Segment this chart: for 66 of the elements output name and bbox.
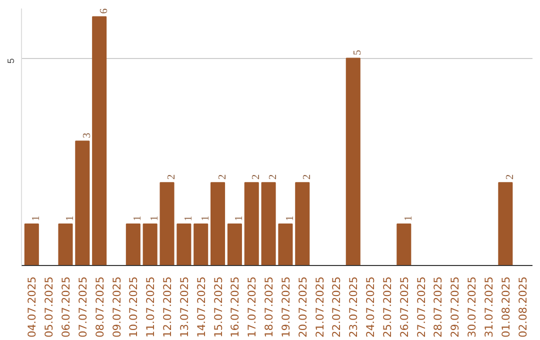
x-tick-label: 15.07.2025 (212, 276, 225, 338)
data-label: 1 (403, 216, 414, 222)
data-label: 1 (284, 216, 296, 222)
data-label: 5 (352, 50, 364, 56)
bar (210, 182, 226, 266)
x-tick-label: 31.07.2025 (482, 276, 496, 338)
x-tick-label: 10.07.2025 (127, 276, 140, 338)
data-label: 2 (217, 174, 228, 180)
x-tick-label: 22.07.2025 (330, 276, 344, 338)
data-label: 1 (132, 216, 144, 222)
bar (58, 224, 73, 266)
x-tick-label: 18.07.2025 (262, 276, 276, 338)
x-tick-label: 25.07.2025 (380, 276, 394, 338)
bar (92, 16, 107, 266)
x-tick-label: 05.07.2025 (42, 276, 56, 338)
bar (244, 182, 259, 266)
x-tick-label: 26.07.2025 (398, 276, 411, 338)
data-label: 2 (302, 174, 313, 180)
data-label: 1 (183, 216, 194, 222)
x-tick-label: 29.07.2025 (448, 276, 462, 338)
x-tick-label: 28.07.2025 (432, 276, 445, 338)
data-label: 2 (251, 174, 262, 180)
x-tick-label: 19.07.2025 (279, 276, 292, 338)
x-tick-label: 07.07.2025 (76, 276, 90, 338)
bar (75, 140, 90, 266)
x-tick-label: 08.07.2025 (93, 276, 106, 338)
bar (126, 224, 140, 266)
bar (194, 224, 208, 266)
x-tick-label: 16.07.2025 (228, 276, 242, 338)
bar (261, 182, 276, 266)
data-label: 2 (268, 174, 280, 180)
x-tick-label: 21.07.2025 (313, 276, 326, 338)
bar (24, 224, 39, 266)
x-tick-label: 11.07.2025 (144, 276, 158, 338)
data-label: 1 (64, 216, 76, 222)
x-tick-label: 13.07.2025 (178, 276, 191, 338)
x-tick-label: 12.07.2025 (161, 276, 174, 338)
x-tick-label: 14.07.2025 (194, 276, 208, 338)
x-tick-label: 24.07.2025 (364, 276, 378, 338)
x-tick-label: 27.07.2025 (414, 276, 428, 338)
data-label: 1 (31, 216, 42, 222)
bar (346, 58, 360, 266)
data-label: 6 (98, 8, 110, 14)
x-tick-label: 04.07.2025 (26, 276, 39, 338)
data-label: 3 (82, 132, 93, 138)
bar (227, 224, 242, 266)
data-label: 1 (234, 216, 246, 222)
x-tick-label: 17.07.2025 (246, 276, 259, 338)
x-tick-label: 23.07.2025 (347, 276, 360, 338)
x-tick-label: 01.08.2025 (499, 276, 512, 338)
x-tick-label: 06.07.2025 (59, 276, 72, 338)
bar (295, 182, 310, 266)
x-tick-label: 30.07.2025 (466, 276, 479, 338)
data-label: 2 (166, 174, 178, 180)
bar (142, 224, 158, 266)
bar (278, 224, 293, 266)
data-label: 1 (200, 216, 212, 222)
x-tick-label: 20.07.2025 (296, 276, 310, 338)
bar (176, 224, 192, 266)
bar (498, 182, 513, 266)
data-label: 2 (504, 174, 516, 180)
bar (160, 182, 174, 266)
bar (396, 224, 412, 266)
x-tick-label: 02.08.2025 (516, 276, 530, 338)
data-label: 1 (150, 216, 161, 222)
x-tick-label: 09.07.2025 (110, 276, 124, 338)
